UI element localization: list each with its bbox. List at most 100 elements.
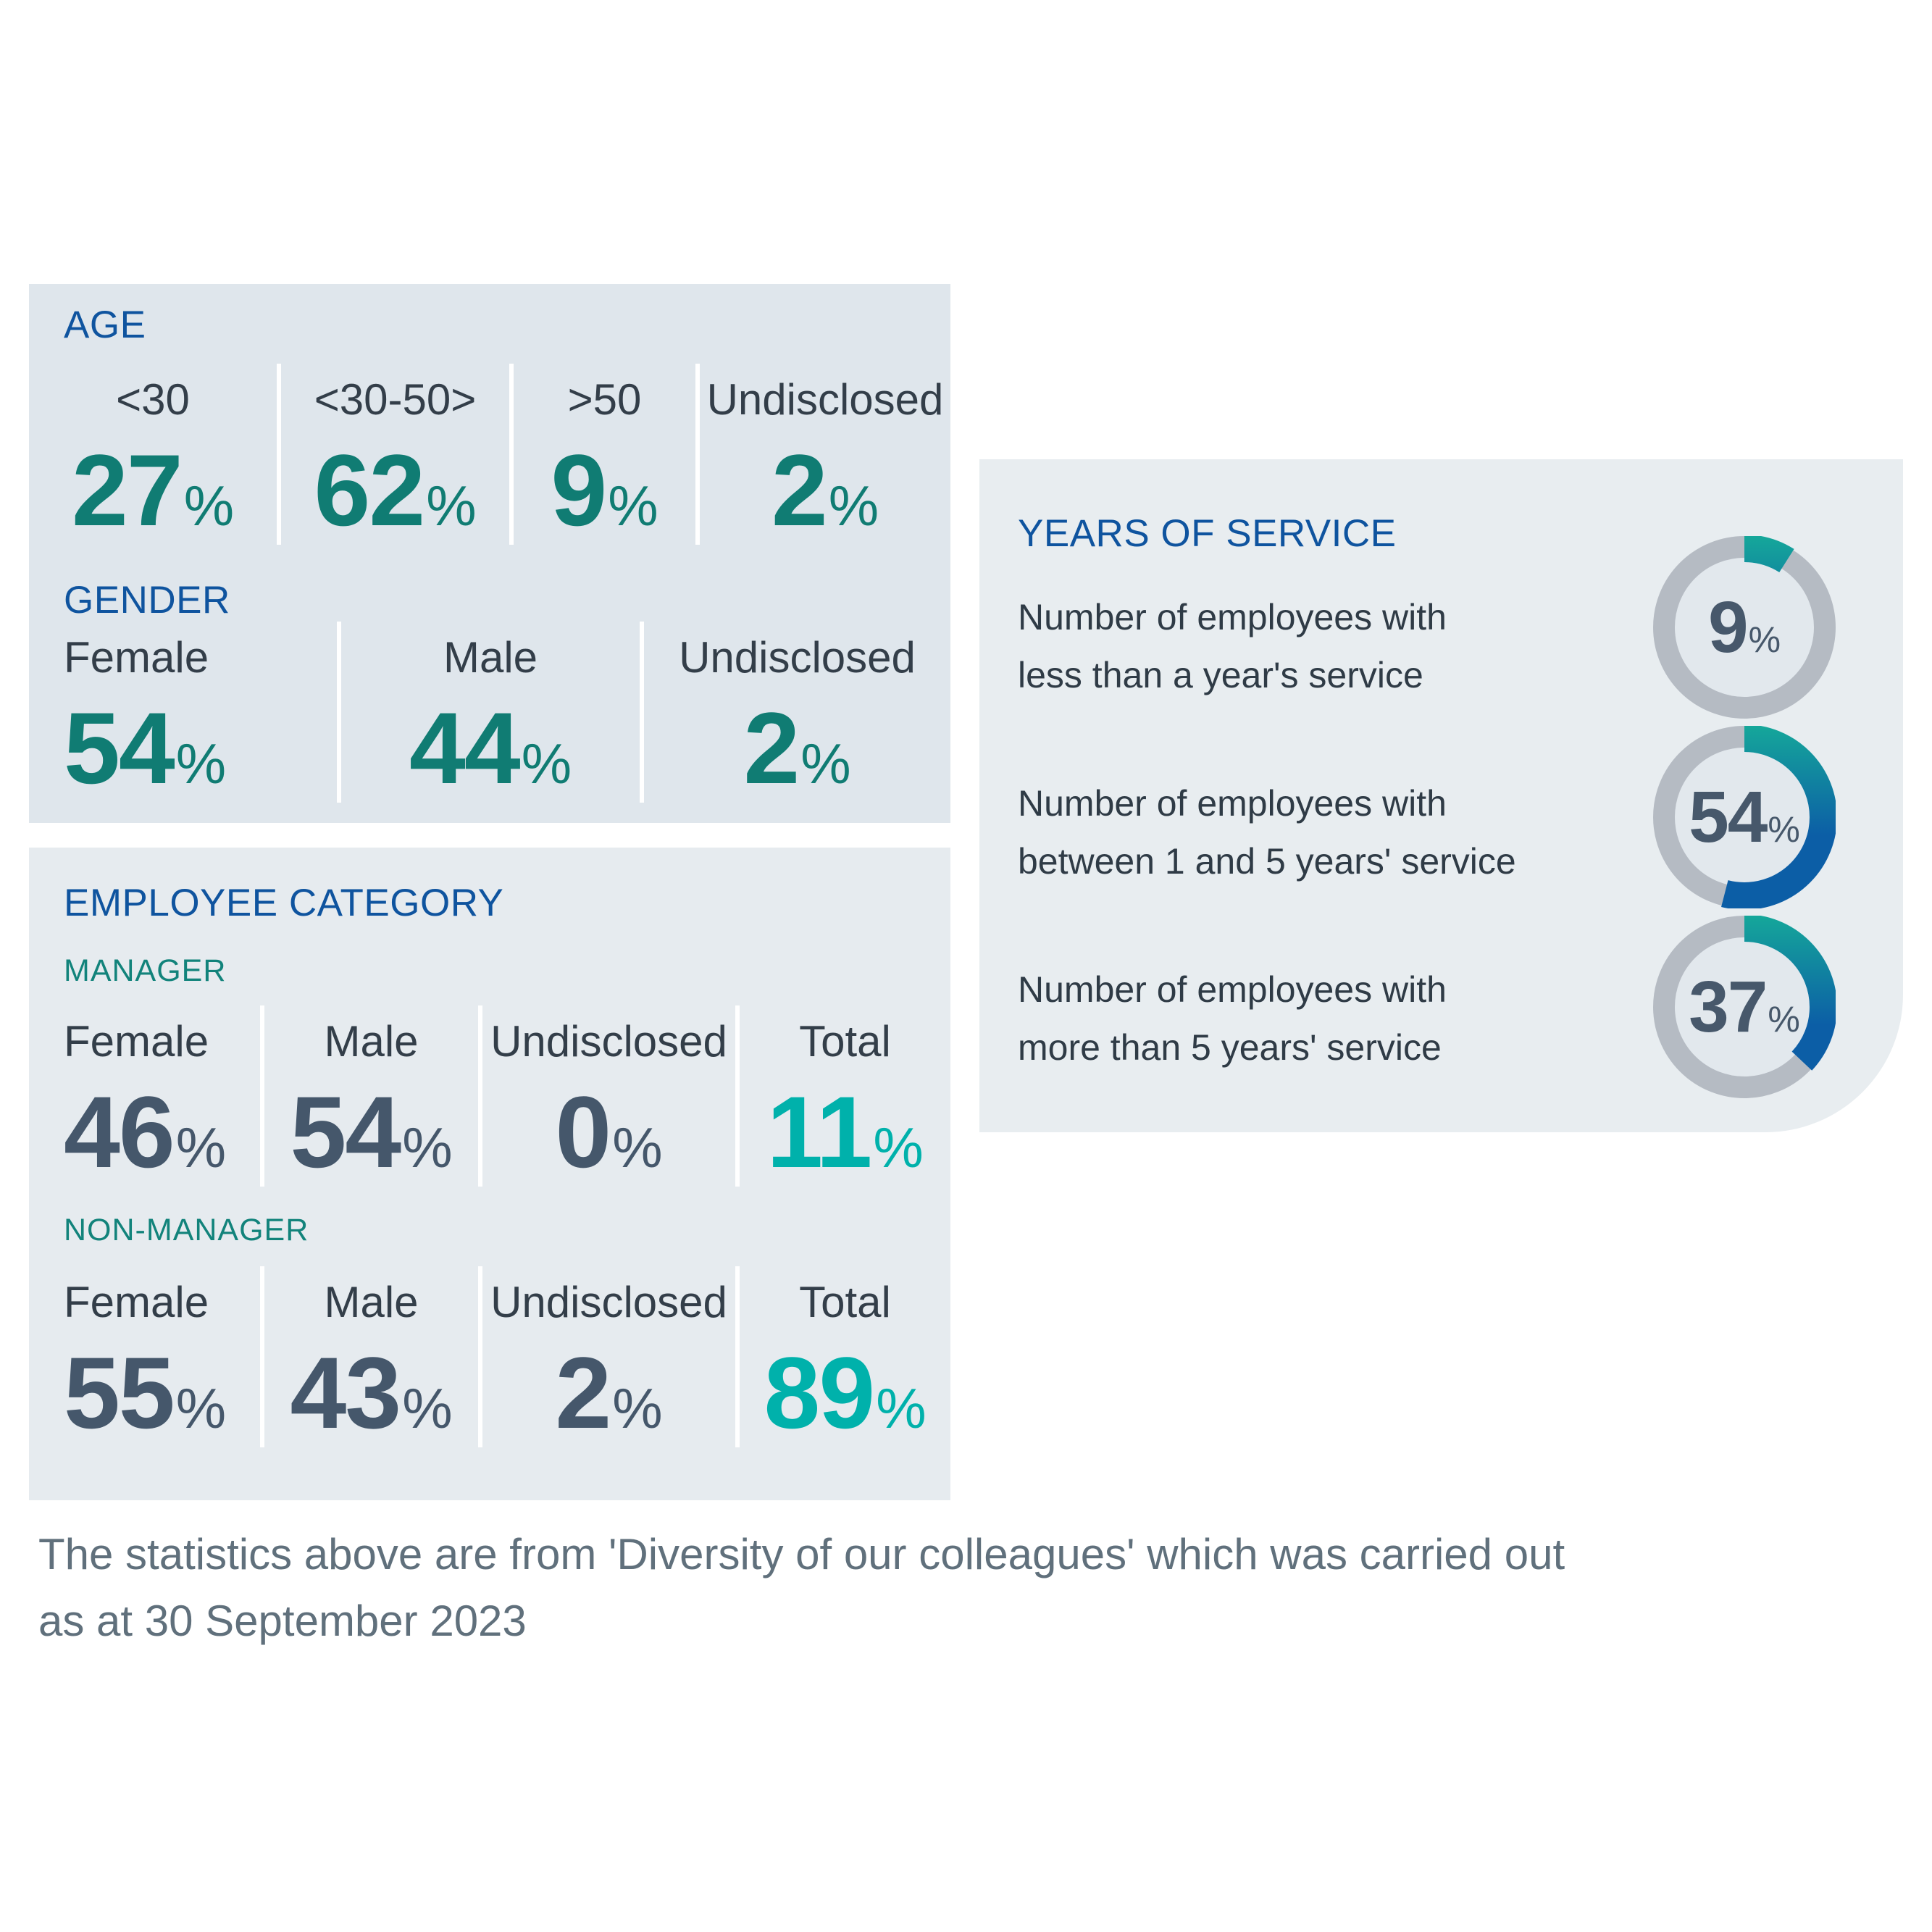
manager-value-total: 11%: [766, 1078, 923, 1202]
donut-value-lt1: 9%: [1707, 586, 1781, 668]
age-value-undisclosed: 2%: [771, 436, 879, 560]
age-cell-over50: >50 9%: [514, 364, 695, 545]
donut-chart-lt1-year: 9%: [1653, 536, 1836, 719]
source-note-line1: The statistics above are from 'Diversity…: [38, 1530, 1565, 1578]
donut-svg: [1653, 726, 1836, 908]
gender-stats-row: Female 54% Male 44% Undisclosed 2%: [29, 622, 950, 803]
non-manager-heading: NON-MANAGER: [64, 1213, 309, 1247]
age-value-over50: 9%: [551, 436, 658, 560]
service-row-label-gt5: Number of employees with more than 5 yea…: [1018, 969, 1447, 1068]
gender-label-male: Male: [443, 633, 538, 682]
gender-value-female: 54%: [64, 694, 226, 818]
age-value-30to50: 62%: [314, 436, 476, 560]
age-label-over50: >50: [567, 375, 642, 424]
percent-sign: %: [608, 474, 658, 538]
percent-sign: %: [828, 474, 879, 538]
non-manager-label-total: Total: [799, 1278, 891, 1326]
age-label-undisclosed: Undisclosed: [706, 375, 944, 424]
percent-sign: %: [612, 1376, 663, 1440]
non-manager-stats-row: Female 55% Male 43% Undisclosed 2% Total…: [29, 1266, 950, 1447]
donut-arc: [1653, 726, 1836, 908]
donut-value-1to5: 54%: [1689, 776, 1800, 858]
gender-label-female: Female: [64, 633, 209, 682]
service-row-label-lt1: Number of employees with less than a yea…: [1018, 597, 1447, 695]
percent-sign: %: [521, 732, 572, 795]
percent-sign: %: [612, 1116, 663, 1179]
donut-value-gt5: 37%: [1689, 966, 1800, 1047]
percent-sign: %: [402, 1116, 453, 1179]
percent-sign: %: [876, 1376, 927, 1440]
source-note: The statistics above are from 'Diversity…: [38, 1521, 1565, 1655]
employee-category-heading: EMPLOYEE CATEGORY: [64, 882, 504, 924]
years-of-service-heading: YEARS OF SERVICE: [1018, 512, 1397, 555]
manager-label-total: Total: [799, 1017, 891, 1066]
donut-chart-1to5-years: 54%: [1653, 726, 1836, 908]
column-divider: [337, 622, 341, 803]
age-label-30to50: <30-50>: [314, 375, 477, 424]
percent-sign: %: [873, 1116, 924, 1179]
percent-sign: %: [175, 732, 227, 795]
donut-arc: [1653, 916, 1836, 1098]
non-manager-value-undisclosed: 2%: [555, 1339, 662, 1463]
years-of-service-panel: YEARS OF SERVICE Number of employees wit…: [979, 459, 1903, 1132]
column-divider: [260, 1266, 264, 1447]
donut-chart-gt5-years: 37%: [1653, 916, 1836, 1098]
manager-value-male: 54%: [290, 1078, 452, 1202]
column-divider: [478, 1005, 482, 1187]
age-heading: AGE: [64, 304, 146, 346]
percent-sign: %: [402, 1376, 453, 1440]
donut-arc: [1653, 536, 1836, 719]
non-manager-label-undisclosed: Undisclosed: [490, 1278, 727, 1326]
gender-cell-undisclosed: Undisclosed 2%: [644, 622, 950, 803]
manager-value-undisclosed: 0%: [555, 1078, 662, 1202]
column-divider: [640, 622, 644, 803]
gender-value-male: 44%: [409, 694, 572, 818]
manager-value-female: 46%: [64, 1078, 226, 1202]
donut-svg: [1653, 916, 1836, 1098]
percent-sign: %: [800, 732, 851, 795]
column-divider: [260, 1005, 264, 1187]
manager-label-male: Male: [324, 1017, 419, 1066]
age-value-under30: 27%: [72, 436, 234, 560]
non-manager-cell-total: Total 89%: [740, 1266, 950, 1447]
manager-cell-female: Female 46%: [29, 1005, 260, 1187]
gender-label-undisclosed: Undisclosed: [679, 633, 916, 682]
percent-sign: %: [1748, 619, 1781, 660]
manager-cell-total: Total 11%: [740, 1005, 950, 1187]
non-manager-value-total: 89%: [764, 1339, 926, 1463]
donut-svg: [1653, 536, 1836, 719]
column-divider: [695, 364, 700, 545]
percent-sign: %: [175, 1376, 227, 1440]
non-manager-cell-undisclosed: Undisclosed 2%: [482, 1266, 735, 1447]
age-gender-panel: AGE <30 27% <30-50> 62% >50 9% Undisclos…: [29, 284, 950, 823]
column-divider: [735, 1005, 740, 1187]
column-divider: [509, 364, 514, 545]
manager-stats-row: Female 46% Male 54% Undisclosed 0% Total…: [29, 1005, 950, 1187]
service-row-label-1to5: Number of employees with between 1 and 5…: [1018, 783, 1516, 882]
non-manager-cell-male: Male 43%: [264, 1266, 478, 1447]
non-manager-value-male: 43%: [290, 1339, 452, 1463]
column-divider: [478, 1266, 482, 1447]
non-manager-value-female: 55%: [64, 1339, 226, 1463]
source-note-line2: as at 30 September 2023: [38, 1597, 527, 1645]
gender-cell-female: Female 54%: [29, 622, 337, 803]
age-label-under30: <30: [116, 375, 190, 424]
manager-cell-male: Male 54%: [264, 1005, 478, 1187]
percent-sign: %: [1768, 808, 1800, 850]
age-stats-row: <30 27% <30-50> 62% >50 9% Undisclosed 2…: [29, 364, 950, 545]
column-divider: [277, 364, 281, 545]
non-manager-label-female: Female: [64, 1278, 209, 1326]
age-cell-under30: <30 27%: [29, 364, 277, 545]
gender-heading: GENDER: [64, 579, 230, 622]
employee-category-panel: EMPLOYEE CATEGORY MANAGER Female 46% Mal…: [29, 848, 950, 1500]
non-manager-label-male: Male: [324, 1278, 419, 1326]
gender-cell-male: Male 44%: [341, 622, 640, 803]
manager-cell-undisclosed: Undisclosed 0%: [482, 1005, 735, 1187]
manager-heading: MANAGER: [64, 953, 227, 988]
percent-sign: %: [426, 474, 477, 538]
percent-sign: %: [175, 1116, 227, 1179]
gender-value-undisclosed: 2%: [743, 694, 850, 818]
non-manager-cell-female: Female 55%: [29, 1266, 260, 1447]
column-divider: [735, 1266, 740, 1447]
